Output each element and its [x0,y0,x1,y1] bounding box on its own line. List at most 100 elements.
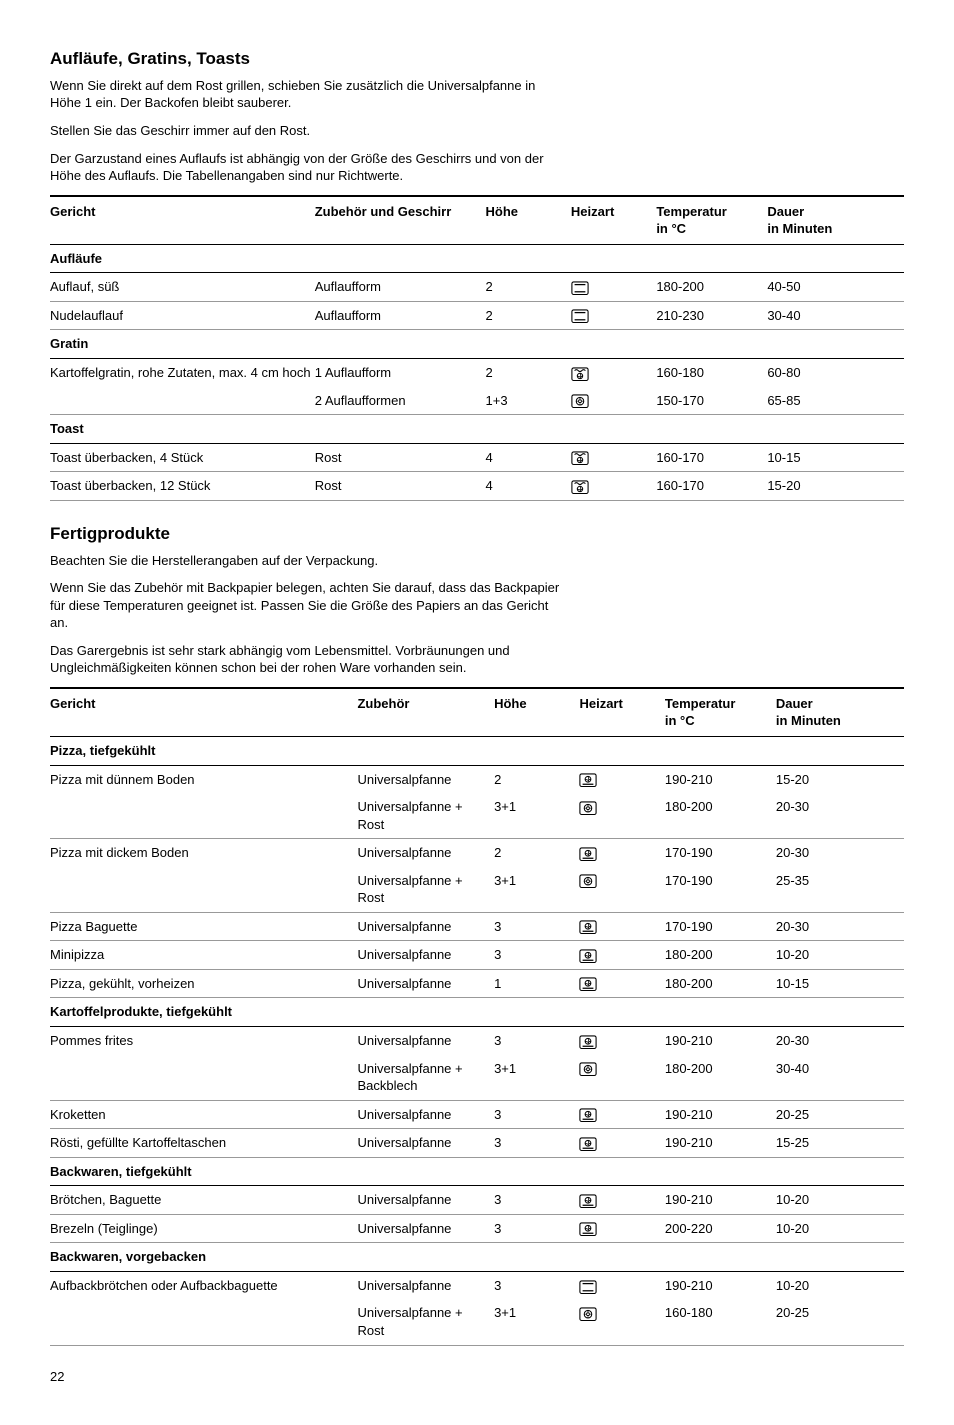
table-cell: 2 [486,358,571,386]
table-cell: 2 Auflaufformen [315,387,486,415]
table-cell: 10-15 [767,443,904,472]
table-cell [665,1157,776,1186]
table-cell: 3+1 [494,1055,579,1101]
table-cell: 170-190 [665,912,776,941]
table-cell: 20-30 [776,793,904,839]
table-cell: 190-210 [665,1100,776,1129]
table-cell [357,1243,494,1272]
table-cell: Universalpfanne [357,941,494,970]
table-cell: 180-200 [665,941,776,970]
table-cell [665,998,776,1027]
table-cell: Universalpfanne [357,839,494,867]
table-cell [571,330,656,359]
table-cell [357,1157,494,1186]
table-cell: Universalpfanne [357,969,494,998]
table-cell: 3 [494,1100,579,1129]
heating-mode-icon [579,1027,664,1055]
topbottom-icon [579,1280,597,1294]
auflaeufe-table: GerichtZubehör und GeschirrHöheHeizartTe… [50,195,904,501]
table-cell: 3 [494,1214,579,1243]
table-cell: 3 [494,1271,579,1299]
table-cell: 20-25 [776,1299,904,1345]
heating-mode-icon [579,1214,664,1243]
table-cell [315,415,486,444]
paragraph: Wenn Sie direkt auf dem Rost grillen, sc… [50,77,570,112]
section1-title: Aufläufe, Gratins, Toasts [50,48,904,71]
topbottom-icon [571,281,589,295]
table-cell: Universalpfanne + Rost [357,793,494,839]
table-cell: Rösti, gefüllte Kartoffeltaschen [50,1129,357,1158]
table-cell [50,1299,357,1345]
col-header: Dauer in Minuten [776,688,904,737]
table-cell: 60-80 [767,358,904,386]
heating-mode-icon [579,1299,664,1345]
heating-mode-icon [579,793,664,839]
table-cell: Universalpfanne [357,1214,494,1243]
table-cell: 3 [494,1027,579,1055]
section1-intro: Wenn Sie direkt auf dem Rost grillen, sc… [50,77,904,185]
pizza-icon [579,949,597,963]
table-cell [486,244,571,273]
table-cell [50,867,357,913]
table-cell: Brezeln (Teiglinge) [50,1214,357,1243]
col-header: Heizart [571,196,656,245]
table-cell [494,737,579,766]
table-cell: 200-220 [665,1214,776,1243]
table-cell: 20-30 [776,839,904,867]
table-cell: 10-20 [776,1186,904,1215]
table-cell: Rost [315,472,486,501]
heating-mode-icon [579,1055,664,1101]
pizza-icon [579,977,597,991]
heating-mode-icon [579,1271,664,1299]
table-cell [665,1243,776,1272]
table-cell: 15-20 [767,472,904,501]
heating-mode-icon [579,1129,664,1158]
table-cell [656,415,767,444]
col-header: Temperatur in °C [665,688,776,737]
table-cell [486,330,571,359]
paragraph: Der Garzustand eines Auflaufs ist abhäng… [50,150,570,185]
table-cell: 160-170 [656,472,767,501]
pizza-icon [579,1137,597,1151]
table-cell: Universalpfanne [357,1271,494,1299]
table-cell [776,737,904,766]
table-cell [579,1157,664,1186]
grillfan-icon [571,451,589,465]
heating-mode-icon [571,387,656,415]
table-cell: 3+1 [494,1299,579,1345]
table-cell: 10-15 [776,969,904,998]
table-cell [50,387,315,415]
heating-mode-icon [579,765,664,793]
table-cell: 160-180 [665,1299,776,1345]
table-cell [767,415,904,444]
table-cell: Universalpfanne [357,1100,494,1129]
table-cell: 25-35 [776,867,904,913]
table-cell [656,244,767,273]
table-cell [776,1243,904,1272]
table-cell: 1 [494,969,579,998]
heating-mode-icon [579,839,664,867]
pizza-icon [579,773,597,787]
table-cell [315,244,486,273]
col-header: Gericht [50,196,315,245]
table-cell: Aufläufe [50,244,315,273]
table-cell: 65-85 [767,387,904,415]
table-cell: Universalpfanne + Rost [357,1299,494,1345]
table-cell: 2 [494,839,579,867]
table-cell [776,998,904,1027]
table-cell [315,330,486,359]
pizza-icon [579,1222,597,1236]
table-cell: Universalpfanne [357,1027,494,1055]
table-cell: 3+1 [494,793,579,839]
table-cell: Pizza, tiefgekühlt [50,737,357,766]
table-cell: 4 [486,443,571,472]
table-cell: 3 [494,941,579,970]
pizza-icon [579,1035,597,1049]
table-cell: Backwaren, tiefgekühlt [50,1157,357,1186]
table-cell: 190-210 [665,1186,776,1215]
hotair-icon [571,394,589,408]
table-cell [571,244,656,273]
table-cell [579,1243,664,1272]
table-cell [656,330,767,359]
table-cell: Nudelauflauf [50,301,315,330]
